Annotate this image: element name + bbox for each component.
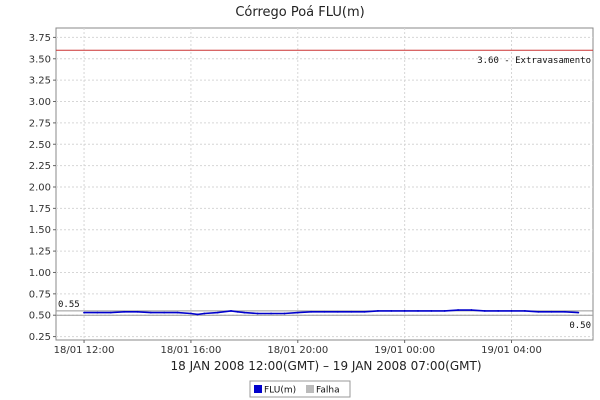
series-line-0	[84, 309, 579, 316]
series-point	[109, 311, 112, 314]
series-point	[216, 311, 219, 314]
legend-box	[249, 380, 351, 398]
y-axis-ticks: 0.25 0.50 0.75 1.00 1.25 1.50 1.75 2.00 2.25 2.50…	[29, 33, 56, 343]
series-point	[564, 310, 566, 313]
series-point	[550, 310, 553, 313]
y-tick-label: 2.50	[29, 140, 51, 151]
y-tick-label: 1.00	[29, 268, 51, 279]
series-point	[123, 310, 126, 313]
threshold-label: 3.60 - Extravasamento	[477, 56, 591, 66]
y-tick-label: 1.75	[29, 204, 51, 215]
x-axis-label: 18 JAN 2008 12:00(GMT) – 19 JAN 2008 07:…	[170, 359, 481, 373]
series-point	[236, 310, 239, 313]
x-tick-label: 18/01 20:00	[267, 345, 328, 356]
series-point	[377, 310, 379, 312]
threshold-label: 0.55	[58, 300, 80, 310]
series-point	[523, 310, 526, 312]
series-point	[310, 310, 313, 313]
series-point	[296, 311, 299, 314]
series-point	[230, 310, 232, 312]
series-point	[149, 311, 152, 314]
series-point	[497, 310, 500, 312]
series-point	[483, 310, 486, 312]
series-point	[457, 309, 459, 311]
grid	[56, 28, 593, 340]
legend-label-falha: Falha	[316, 386, 340, 396]
legend-swatch-flu	[254, 385, 262, 393]
series-point	[96, 311, 99, 314]
series-point	[176, 311, 179, 314]
x-tick-label: 18/01 12:00	[54, 345, 115, 356]
series-point	[390, 310, 393, 312]
series-point	[256, 312, 259, 315]
series-point	[163, 311, 166, 314]
series-point	[136, 310, 139, 313]
series-point	[190, 312, 192, 315]
y-tick-label: 1.50	[29, 225, 51, 236]
x-tick-label: 19/01 00:00	[374, 345, 435, 356]
y-tick-label: 3.00	[29, 97, 51, 108]
series-point	[510, 310, 513, 312]
series-point	[270, 312, 272, 315]
series-point	[283, 312, 286, 315]
series-point	[243, 311, 246, 314]
series-point	[350, 310, 353, 313]
chart-title: Córrego Poá FLU(m)	[235, 5, 364, 20]
legend-label-flu: FLU(m)	[264, 386, 296, 396]
y-tick-label: 1.25	[29, 247, 51, 258]
series-point	[196, 313, 199, 316]
series-lines	[83, 309, 580, 316]
series-point	[577, 311, 580, 314]
x-tick-label: 18/01 16:00	[161, 345, 222, 356]
y-tick-label: 2.75	[29, 118, 51, 129]
x-axis-ticks: 18/01 12:00 18/01 16:00 18/01 20:00 19/01 0…	[54, 340, 542, 356]
series-point	[336, 310, 339, 313]
y-tick-label: 0.75	[29, 289, 51, 300]
series-point	[417, 310, 419, 312]
y-tick-label: 0.25	[29, 332, 51, 343]
series-point	[443, 310, 446, 312]
x-tick-label: 19/01 04:00	[481, 345, 542, 356]
series-point	[430, 310, 433, 312]
y-tick-label: 2.00	[29, 182, 51, 193]
legend-swatch-falha	[306, 385, 314, 393]
series-point	[537, 310, 540, 313]
y-tick-label: 0.50	[29, 311, 51, 322]
plot-area	[55, 27, 594, 341]
y-tick-label: 3.25	[29, 76, 51, 87]
series-point	[470, 309, 473, 311]
series-point	[203, 312, 206, 315]
series-point	[323, 310, 326, 313]
series-point	[363, 310, 366, 313]
series-point	[403, 310, 406, 312]
legend: FLU(m) Falha	[249, 380, 351, 398]
y-tick-label: 3.75	[29, 33, 51, 44]
threshold-label: 0.50	[569, 321, 591, 331]
y-tick-label: 3.50	[29, 54, 51, 65]
y-tick-label: 2.25	[29, 161, 51, 172]
series-point	[83, 311, 85, 314]
